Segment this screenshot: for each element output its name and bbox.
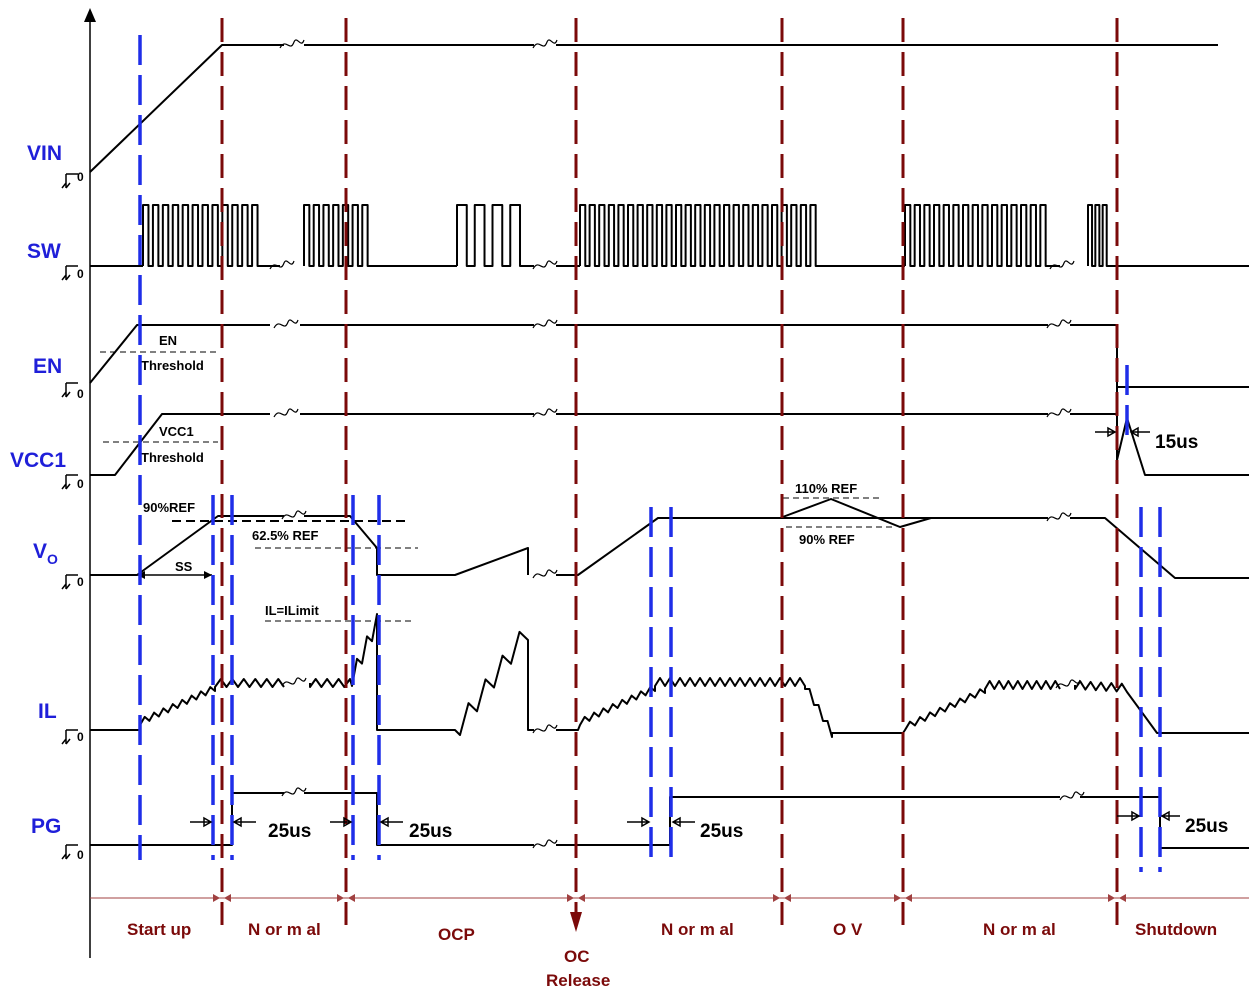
- phase-label-ov: O V: [833, 920, 863, 939]
- oc-release-label: OC: [564, 947, 590, 966]
- vo-ov-bump: [779, 498, 932, 528]
- delay-25us-label-3: 25us: [700, 821, 743, 842]
- ref90-label: 90%REF: [143, 500, 195, 515]
- break-mark: [269, 260, 295, 270]
- break-mark: [1049, 260, 1075, 270]
- signal-label-vin: VIN: [27, 142, 62, 165]
- break-mark: [532, 724, 558, 734]
- en-threshold-label: EN: [159, 333, 177, 348]
- signal-label-sw: SW: [27, 240, 61, 263]
- signal-label-en: EN: [33, 355, 62, 378]
- ref62-label: 62.5% REF: [252, 528, 319, 543]
- en-threshold-label-2: Threshold: [141, 358, 204, 373]
- zero-label: 0: [77, 387, 84, 401]
- delay-25us-label-4: 25us: [1185, 816, 1228, 837]
- ref90-ov-label: 90% REF: [799, 532, 855, 547]
- phase-arrow-right-icon: [773, 894, 780, 902]
- ground-icon: [61, 173, 78, 189]
- signal-label-vcc1: VCC1: [10, 449, 66, 472]
- phase-arrow-left-icon: [1119, 894, 1126, 902]
- break-mark: [1059, 791, 1085, 801]
- zero-label: 0: [77, 575, 84, 589]
- phase-arrow-right-icon: [1108, 894, 1115, 902]
- phase-arrow-right-icon: [567, 894, 574, 902]
- break-mark: [281, 787, 307, 797]
- phase-label-normal-3: N or m al: [983, 920, 1056, 939]
- break-mark: [1055, 679, 1081, 689]
- zero-label: 0: [77, 477, 84, 491]
- en-waveform: [89, 324, 1249, 396]
- ilimit-label: IL=ILimit: [265, 603, 319, 618]
- il-waveform: [90, 613, 1249, 738]
- phase-boundaries: [220, 18, 1119, 925]
- vin-waveform: [89, 44, 1218, 173]
- break-mark: [273, 319, 299, 329]
- phase-label-startup: Start up: [127, 920, 191, 939]
- phase-arrow-right-icon: [213, 894, 220, 902]
- ground-icon: [61, 729, 78, 745]
- sw-waveform: [142, 204, 1249, 267]
- break-mark: [279, 39, 305, 49]
- break-mark: [1046, 319, 1072, 329]
- phase-arrows: [213, 894, 1126, 902]
- ground-icon: [61, 574, 78, 590]
- phase-label-normal-2: N or m al: [661, 920, 734, 939]
- ref110-label: 110% REF: [795, 481, 857, 496]
- break-mark: [532, 839, 558, 849]
- phase-label-shutdown: Shutdown: [1135, 920, 1217, 939]
- break-marks: [269, 39, 1085, 849]
- break-mark: [273, 408, 299, 418]
- delay-15us-label: 15us: [1155, 432, 1198, 453]
- phase-label-normal-1: N or m al: [248, 920, 321, 939]
- break-mark: [1046, 408, 1072, 418]
- delay-25us-label-2: 25us: [409, 821, 452, 842]
- ground-icon: [61, 844, 78, 860]
- break-mark: [532, 569, 558, 579]
- phase-arrow-left-icon: [224, 894, 231, 902]
- ground-icon: [61, 382, 78, 398]
- vcc1-threshold-label-2: Threshold: [141, 450, 204, 465]
- break-mark: [532, 39, 558, 49]
- break-mark: [532, 260, 558, 270]
- zero-label: 0: [77, 170, 84, 184]
- phase-arrow-left-icon: [784, 894, 791, 902]
- break-mark: [1046, 512, 1072, 522]
- break-mark: [281, 510, 307, 520]
- ss-arrow-right-icon: [204, 571, 212, 579]
- vcc1-waveform: [90, 413, 1249, 476]
- signal-label-il: IL: [38, 700, 57, 723]
- phase-arrow-left-icon: [348, 894, 355, 902]
- oc-release-arrow-icon: [570, 912, 582, 932]
- phase-arrow-left-icon: [578, 894, 585, 902]
- vcc1-threshold-label: VCC1: [159, 424, 194, 439]
- ss-label: SS: [175, 559, 193, 574]
- il-sawtooth: [90, 613, 1249, 738]
- break-mark: [532, 319, 558, 329]
- ground-icons: 0 0 0 0 0 0 0: [61, 170, 84, 862]
- phase-arrow-right-icon: [894, 894, 901, 902]
- blue-markers: [138, 35, 1162, 872]
- y-axis-arrow-icon: [84, 8, 96, 22]
- zero-label: 0: [77, 848, 84, 862]
- phase-label-ocp: OCP: [438, 925, 475, 944]
- ground-icon: [61, 474, 78, 490]
- vo-waveform: [90, 515, 1249, 579]
- zero-label: 0: [77, 267, 84, 281]
- phase-arrow-right-icon: [337, 894, 344, 902]
- break-mark: [532, 408, 558, 418]
- zero-label: 0: [77, 730, 84, 744]
- sw-pulse-bursts: [142, 204, 1249, 267]
- oc-release-label-2: Release: [546, 971, 610, 990]
- ground-icon: [61, 265, 78, 281]
- break-mark: [281, 677, 307, 687]
- phase-arrow-left-icon: [905, 894, 912, 902]
- signal-label-vo: VO: [33, 540, 58, 567]
- timing-annotations: 15us 25us 25us 25us 25us: [190, 426, 1228, 842]
- delay-25us-label-1: 25us: [268, 821, 311, 842]
- signal-label-pg: PG: [31, 815, 61, 838]
